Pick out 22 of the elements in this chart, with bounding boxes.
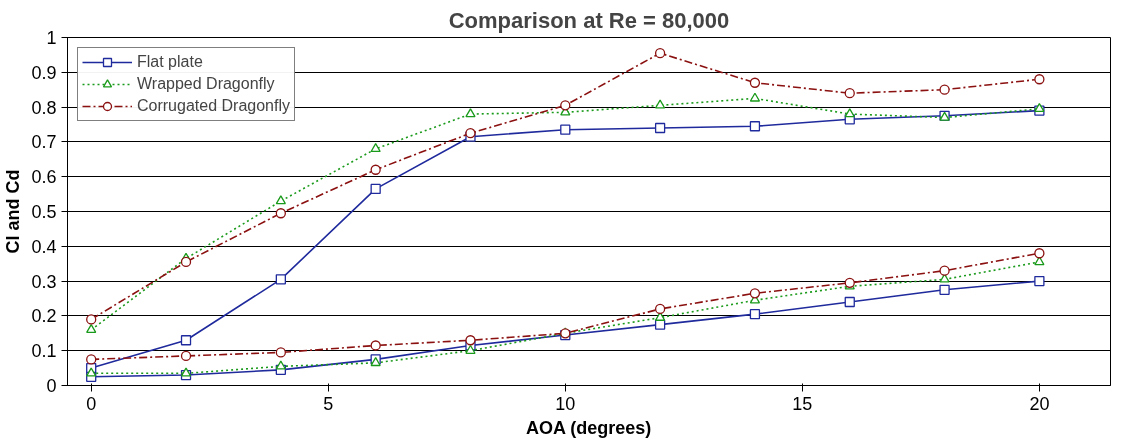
y-tick-label: 0.3 <box>31 271 57 292</box>
y-tick-label: 0 <box>46 376 57 396</box>
x-tick-label: 15 <box>792 393 813 414</box>
legend-label: Wrapped Dragonfly <box>137 75 275 93</box>
y-tick-label: 0.4 <box>31 236 57 257</box>
y-tick-label: 0.9 <box>31 62 57 83</box>
x-tick-label: 10 <box>555 393 576 414</box>
legend-label: Corrugated Dragonfly <box>137 97 290 115</box>
x-tick-label: 5 <box>323 393 334 414</box>
chart-title: Comparison at Re = 80,000 <box>448 7 730 33</box>
x-axis-title: AOA (degrees) <box>525 417 652 438</box>
x-tick-label: 0 <box>86 393 97 414</box>
y-tick-label: 0.7 <box>31 132 57 153</box>
y-tick-label: 0.5 <box>31 202 57 222</box>
y-tick-label: 0.1 <box>31 341 57 362</box>
y-axis-title: Cl and Cd <box>3 169 24 254</box>
y-tick-label: 0.6 <box>31 167 57 188</box>
x-tick-label: 20 <box>1029 393 1050 414</box>
y-tick-label: 0.8 <box>31 97 57 118</box>
y-tick-label: 1 <box>46 28 57 48</box>
legend-label: Flat plate <box>137 53 203 71</box>
y-tick-label: 0.2 <box>31 306 57 327</box>
